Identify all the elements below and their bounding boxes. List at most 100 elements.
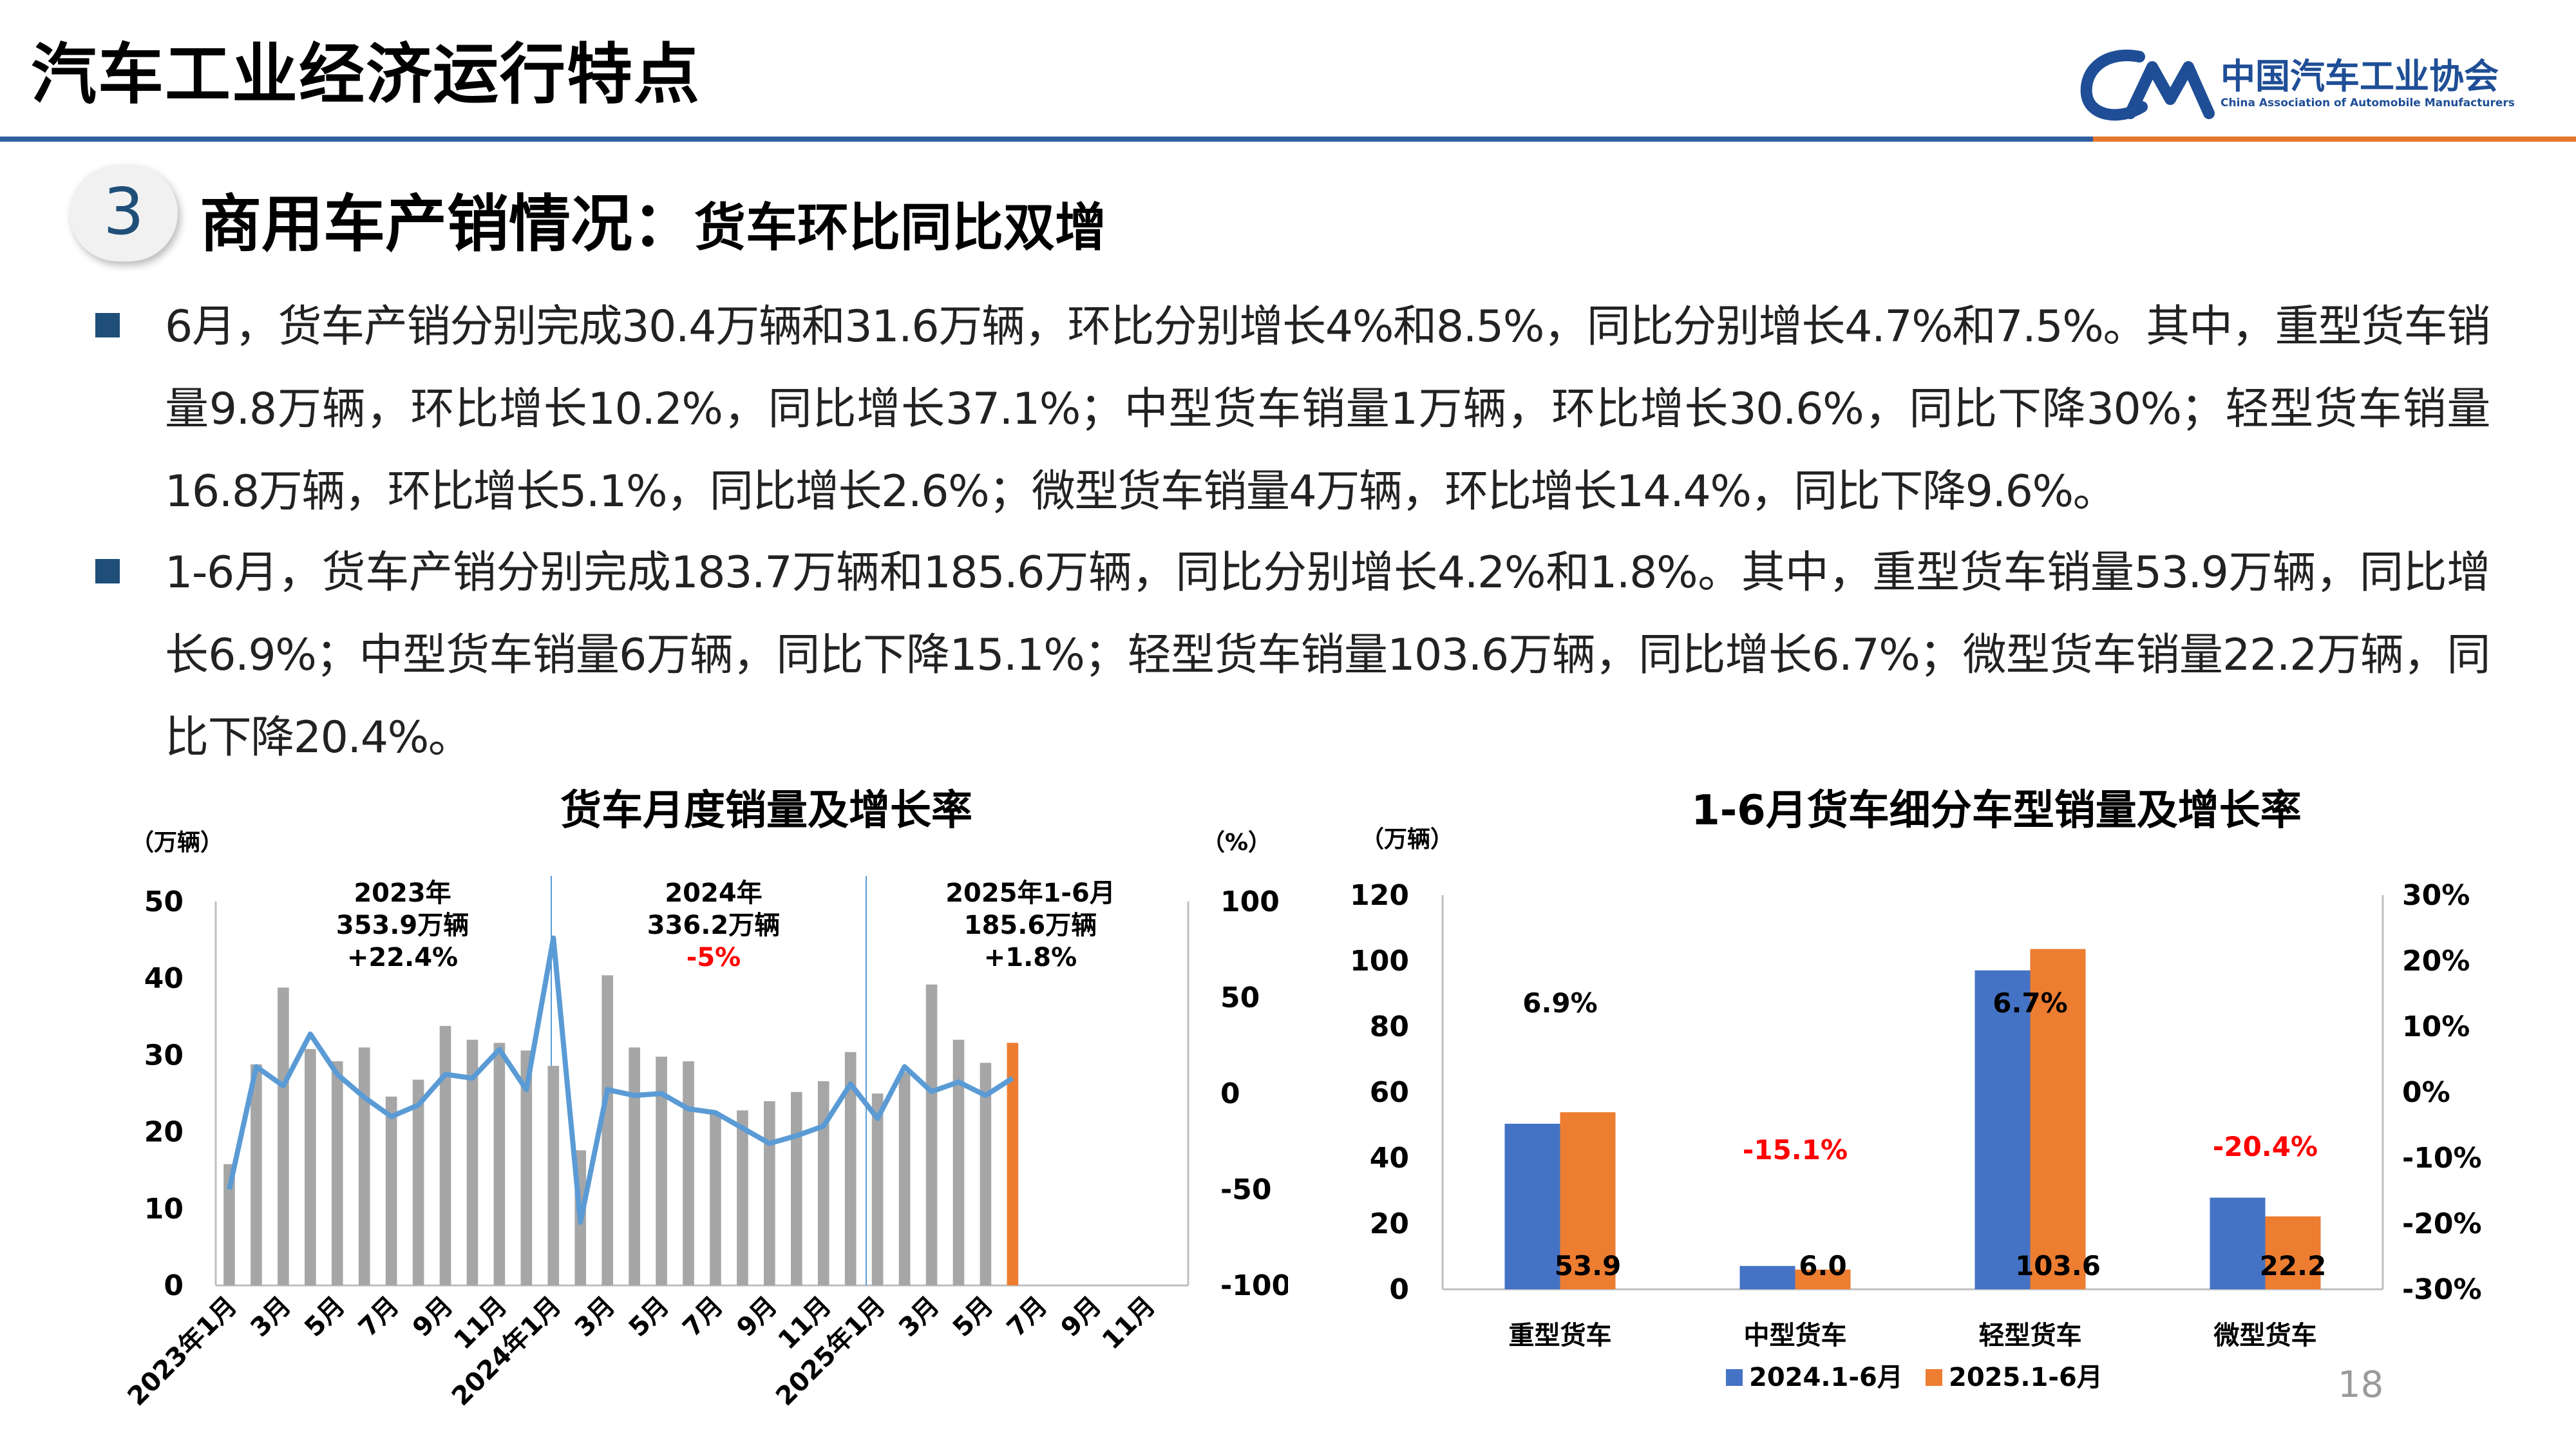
bar-2024 [1975,970,2031,1289]
section-number: 3 [103,174,144,249]
bar [278,987,289,1285]
growth-label: 6.9% [1522,987,1597,1019]
section-title-main: 商用车产销情况： [200,188,694,260]
bar [737,1110,748,1285]
section-number-badge: 3 [70,165,178,261]
value-label: 22.2 [2260,1250,2327,1282]
bar-2025 [1795,1269,1851,1289]
y2-tick-label: 20% [2402,945,2470,978]
y-tick-label: 120 [1350,879,1409,912]
x-tick-label: 7月 [677,1291,729,1343]
legend-swatch [1726,1369,1743,1386]
bar [385,1096,397,1285]
bullet-marker [95,313,120,337]
bar [331,1061,343,1285]
bar [925,984,938,1285]
bar [520,1050,533,1285]
legend-label: 2024.1-6月 [1749,1363,1903,1392]
bar [439,1026,451,1285]
bar [358,1047,370,1285]
bar [844,1052,857,1285]
period-annotation: -5% [687,943,741,972]
bar [790,1092,802,1285]
bar-2025 [1560,1112,1616,1289]
x-tick-label: 3月 [569,1291,621,1343]
legend-swatch [1926,1369,1942,1386]
y-tick-label: 0 [1389,1273,1409,1306]
y2-tick-label: 50 [1220,981,1260,1014]
y-tick-label: 20 [1370,1208,1409,1240]
y-tick-label: 40 [144,962,184,995]
x-tick-label: 3月 [893,1291,945,1343]
bullet-paragraph: 6月，货车产销分别完成30.4万辆和31.6万辆，环比分别增长4%和8.5%，同… [165,301,2490,517]
logo-text-cn: 中国汽车工业协会 [2221,56,2499,97]
period-annotation: 2024年 [665,878,762,908]
legend-label: 2025.1-6月 [1949,1363,2103,1392]
bar [980,1063,992,1285]
bar [898,1072,911,1285]
bar [656,1056,667,1285]
bar [710,1113,721,1285]
bullet-paragraph: 1-6月，货车产销分别完成183.7万辆和185.6万辆，同比分别增长4.2%和… [165,547,2490,763]
page-title: 汽车工业经济运行特点 [31,37,701,113]
period-annotation: +22.4% [347,943,458,972]
growth-line [227,935,1014,1225]
x-tick-label: 11月 [1097,1291,1161,1356]
bar-2025 [2265,1216,2321,1289]
bar [412,1079,424,1285]
value-label: 103.6 [2015,1250,2101,1282]
bar [683,1061,694,1285]
header-divider-accent [2093,137,2576,142]
y-tick-label: 10 [144,1193,184,1226]
bar-2024 [1739,1265,1795,1289]
y2-tick-label: 0% [2402,1076,2450,1109]
logo-text-en: China Association of Automobile Manufact… [2221,97,2515,109]
bar [952,1039,965,1285]
bar-2025 [2030,949,2086,1289]
period-annotation: 353.9万辆 [336,911,469,940]
category-label: 重型货车 [1509,1321,1612,1350]
caam-logo-icon [2080,50,2215,121]
value-label: 6.0 [1799,1250,1846,1282]
segment-sales-chart: 1-6月货车细分车型销量及增长率 （万辆） 120 100 80 60 40 20 0 30… [1350,787,2482,1392]
category-label: 中型货车 [1744,1321,1847,1350]
y2-tick-label: -30% [2402,1273,2482,1306]
bar [304,1048,316,1285]
category-label: 轻型货车 [1979,1321,2082,1350]
bar [223,1164,235,1285]
y-tick-label: 80 [1370,1010,1409,1043]
section-subtitle: 货车环比同比双增 [694,198,1106,258]
bar [547,1066,560,1285]
y-tick-label: 30 [144,1039,184,1072]
y-axis-unit: （万辆） [131,829,223,856]
y-tick-label: 60 [1370,1076,1409,1109]
period-annotation: 336.2万辆 [647,911,781,940]
bar-2024 [1504,1123,1560,1289]
y-tick-label: 100 [1350,945,1409,978]
bar [764,1101,775,1285]
value-label: 53.9 [1555,1250,1622,1282]
page-number: 18 [2338,1364,2384,1406]
x-tick-label: 3月 [245,1291,296,1343]
y-tick-label: 40 [1370,1142,1409,1175]
bar [466,1039,478,1285]
x-tick-label: 5月 [947,1291,999,1343]
period-annotation: 2025年1-6月 [945,878,1115,908]
y2-tick-label: -10% [2402,1142,2482,1175]
bar [871,1094,884,1285]
y-axis-unit: （万辆） [1361,826,1454,853]
y2-tick-label: 100 [1220,886,1280,918]
bar [1007,1043,1019,1285]
y-tick-label: 0 [164,1269,184,1302]
bar-2024 [2210,1197,2266,1289]
growth-label: -15.1% [1743,1134,1848,1166]
y2-tick-label: 10% [2402,1010,2470,1043]
period-annotation: 2023年 [354,878,451,908]
x-tick-label: 7月 [1001,1291,1053,1343]
bar [251,1064,262,1285]
chart-title: 1-6月货车细分车型销量及增长率 [1691,787,2302,835]
bar [629,1047,640,1285]
y2-tick-label: 30% [2402,879,2470,912]
bar [817,1081,829,1285]
